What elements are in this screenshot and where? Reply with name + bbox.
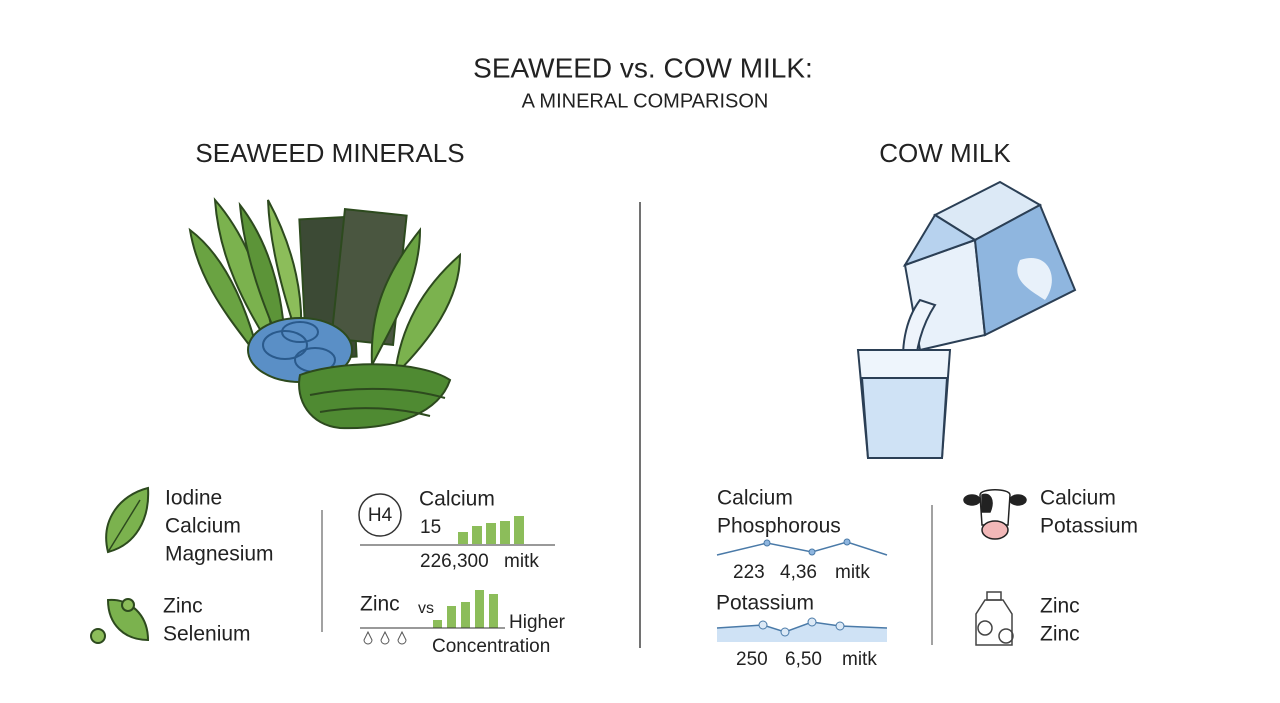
mineral: Magnesium [165,543,274,566]
caption: 226,300 [420,551,489,572]
panel-label: Zinc [360,593,400,616]
panel-label: Phosphorous [717,515,841,538]
mineral: Zinc [163,595,203,618]
section-heading: SEAWEED MINERALS [195,138,464,168]
panel-number: 15 [420,517,441,538]
section-heading: COW MILK [879,138,1011,168]
mini-area [716,617,888,642]
badge-label: H4 [368,505,393,526]
note: Higher [509,612,566,633]
panel-label: Calcium [419,488,495,511]
mineral: Calcium [165,515,241,538]
mineral: Zinc [1040,623,1080,646]
vs-label: vs [418,600,434,617]
badge [358,493,402,537]
leaf-icon [90,598,150,644]
bottle-icon [975,591,1014,646]
mini-bars [458,516,524,544]
caption: 250 [736,649,768,670]
mineral: Iodine [165,487,222,510]
title: SEAWEED vs. COW MILK: [473,52,813,83]
caption: 4,36 [780,562,817,583]
note: Concentration [432,636,550,657]
caption: 6,50 [785,649,822,670]
cow-icon [963,489,1027,540]
mini-line [716,538,888,556]
milk-illustration [856,180,1077,459]
drops [363,630,407,645]
mineral: Zinc [1040,595,1080,618]
mineral: Calcium [1040,487,1116,510]
panel-label: Potassium [716,592,814,615]
panel-label: Calcium [717,487,793,510]
mineral: Potassium [1040,515,1138,538]
mini-bars [433,590,498,628]
subtitle: A MINERAL COMPARISON [522,90,769,112]
caption: mitk [835,562,870,583]
caption: mitk [504,551,539,572]
mineral: Selenium [163,623,251,646]
seaweed-illustration [188,197,462,430]
caption: 223 [733,562,765,583]
caption: mitk [842,649,877,670]
leaf-icon [105,486,150,554]
